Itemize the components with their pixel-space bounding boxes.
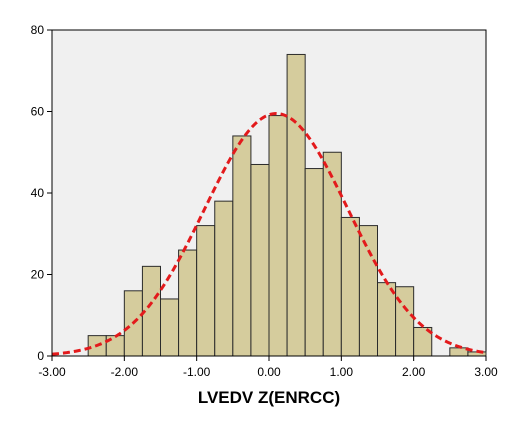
- histogram-bar: [214, 200, 234, 357]
- axes: [47, 29, 487, 361]
- histogram-bar: [250, 163, 270, 357]
- histogram-bar: [304, 168, 324, 357]
- histogram-bar: [232, 135, 252, 357]
- histogram-bar: [178, 249, 198, 357]
- histogram-bar: [160, 298, 180, 357]
- y-tick-label: 40: [31, 186, 45, 200]
- tick-labels: -3.00 -2.00 -1.00 0.00 1.00 2.00 3.00 0 20 40 60 80: [31, 23, 498, 379]
- histogram-bar: [196, 225, 216, 357]
- x-tick-label: 0.00: [257, 365, 281, 379]
- x-tick-label: 3.00: [474, 365, 498, 379]
- y-tick-label: 80: [31, 23, 45, 37]
- x-tick-label: -3.00: [38, 365, 66, 379]
- histogram-bar: [449, 347, 469, 357]
- y-tick-label: 60: [31, 105, 45, 119]
- y-tick-label: 20: [31, 268, 45, 282]
- histogram-bar: [340, 216, 360, 357]
- x-tick-label: 1.00: [330, 365, 354, 379]
- x-tick-label: -1.00: [183, 365, 211, 379]
- normal-curve: [51, 112, 487, 356]
- histogram-bar: [286, 53, 306, 357]
- histogram-bar: [358, 225, 378, 357]
- x-tick-label: 2.00: [402, 365, 426, 379]
- y-tick-label: 0: [37, 349, 44, 363]
- x-axis-title: LVEDV Z(ENRCC): [198, 388, 340, 407]
- x-tick-label: -2.00: [111, 365, 139, 379]
- histogram-bar: [268, 115, 288, 357]
- histogram-bars: [87, 53, 487, 357]
- histogram-bar: [322, 151, 342, 357]
